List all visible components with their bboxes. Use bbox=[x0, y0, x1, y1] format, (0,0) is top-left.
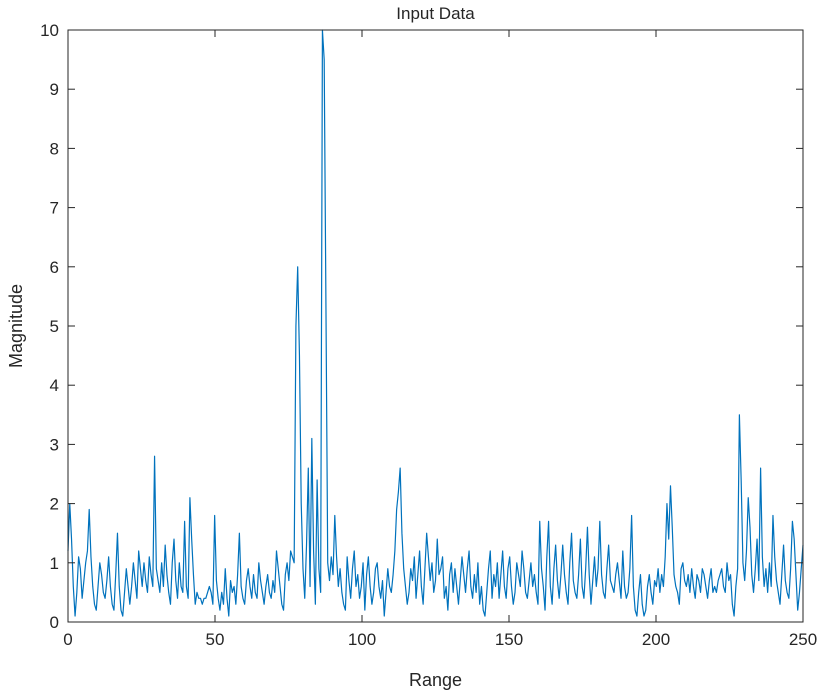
y-tick-label: 1 bbox=[50, 554, 59, 573]
series-line-0 bbox=[67, 29, 804, 617]
x-tick-label: 250 bbox=[789, 630, 817, 649]
y-axis: 0 1 2 3 4 5 6 7 8 9 10 bbox=[40, 21, 803, 632]
plot-marks bbox=[67, 29, 804, 617]
y-axis-label: Magnitude bbox=[6, 284, 26, 368]
y-tick-label: 9 bbox=[50, 80, 59, 99]
y-tick-label: 5 bbox=[50, 317, 59, 336]
x-tick-label: 50 bbox=[206, 630, 225, 649]
plot-background bbox=[68, 30, 803, 622]
x-tick-label: 150 bbox=[495, 630, 523, 649]
x-tick-label: 100 bbox=[348, 630, 376, 649]
y-tick-label: 7 bbox=[50, 199, 59, 218]
y-tick-label: 10 bbox=[40, 21, 59, 40]
x-axis: 0 50 100 150 200 250 bbox=[63, 30, 817, 649]
x-tick-label: 0 bbox=[63, 630, 72, 649]
y-tick-label: 8 bbox=[50, 139, 59, 158]
y-tick-label: 3 bbox=[50, 435, 59, 454]
x-tick-label: 200 bbox=[642, 630, 670, 649]
y-tick-label: 4 bbox=[50, 376, 59, 395]
y-tick-label: 0 bbox=[50, 613, 59, 632]
x-axis-label: Range bbox=[409, 670, 462, 690]
y-tick-label: 2 bbox=[50, 495, 59, 514]
chart-title: Input Data bbox=[396, 4, 475, 23]
y-tick-label: 6 bbox=[50, 258, 59, 277]
